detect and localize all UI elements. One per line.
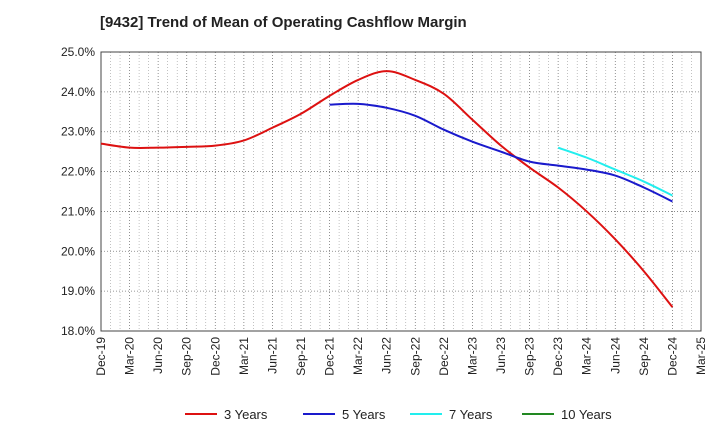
plot-area xyxy=(101,52,701,331)
legend: 3 Years 5 Years 7 Years 10 Years xyxy=(185,407,612,422)
chart-title: [9432] Trend of Mean of Operating Cashfl… xyxy=(100,14,467,31)
series-line-3-years xyxy=(100,70,674,308)
legend-label: 5 Years xyxy=(342,407,386,422)
x-tick-label: Sep-20 xyxy=(180,337,194,376)
x-tick-label: Sep-22 xyxy=(408,337,422,376)
y-tick-label: 24.0% xyxy=(61,85,95,99)
grid xyxy=(101,52,701,331)
x-tick-label: Mar-22 xyxy=(351,337,365,375)
x-tick-label: Dec-21 xyxy=(323,337,337,376)
axes: 18.0% 19.0% 20.0% 21.0% 22.0% 23.0% 24.0% 25.0%… xyxy=(61,45,708,376)
x-tick-label: Sep-21 xyxy=(294,337,308,376)
x-tick-label: Jun-23 xyxy=(494,337,508,374)
x-tick-label: Sep-24 xyxy=(637,337,651,376)
y-tick-label: 25.0% xyxy=(61,45,95,59)
y-tick-label: 22.0% xyxy=(61,165,95,179)
x-tick-label: Jun-22 xyxy=(380,337,394,374)
legend-label: 3 Years xyxy=(224,407,268,422)
legend-label: 10 Years xyxy=(561,407,612,422)
x-tick-label: Dec-23 xyxy=(551,337,565,376)
x-tick-label: Dec-22 xyxy=(437,337,451,376)
x-tick-label: Mar-24 xyxy=(580,337,594,375)
y-tick-label: 20.0% xyxy=(61,244,95,258)
series-line-5-years xyxy=(329,102,673,203)
x-tick-label: Dec-19 xyxy=(94,337,108,376)
x-tick-label: Mar-20 xyxy=(123,337,137,375)
x-tick-label: Dec-24 xyxy=(665,337,679,376)
x-tick-label: Jun-24 xyxy=(608,337,622,374)
x-tick-label: Sep-23 xyxy=(523,337,537,376)
x-tick-label: Mar-23 xyxy=(465,337,479,375)
x-tick-label: Mar-25 xyxy=(694,337,708,375)
plot-frame xyxy=(100,51,702,332)
x-tick-label: Jun-21 xyxy=(265,337,279,374)
x-tick-label: Jun-20 xyxy=(151,337,165,374)
series-lines xyxy=(100,70,674,308)
y-tick-label: 21.0% xyxy=(61,204,95,218)
x-tick-label: Dec-20 xyxy=(208,337,222,376)
y-tick-label: 18.0% xyxy=(61,324,95,338)
y-tick-label: 19.0% xyxy=(61,284,95,298)
y-tick-label: 23.0% xyxy=(61,125,95,139)
legend-label: 7 Years xyxy=(449,407,493,422)
x-tick-label: Mar-21 xyxy=(237,337,251,375)
series-line-7-years xyxy=(557,146,673,197)
